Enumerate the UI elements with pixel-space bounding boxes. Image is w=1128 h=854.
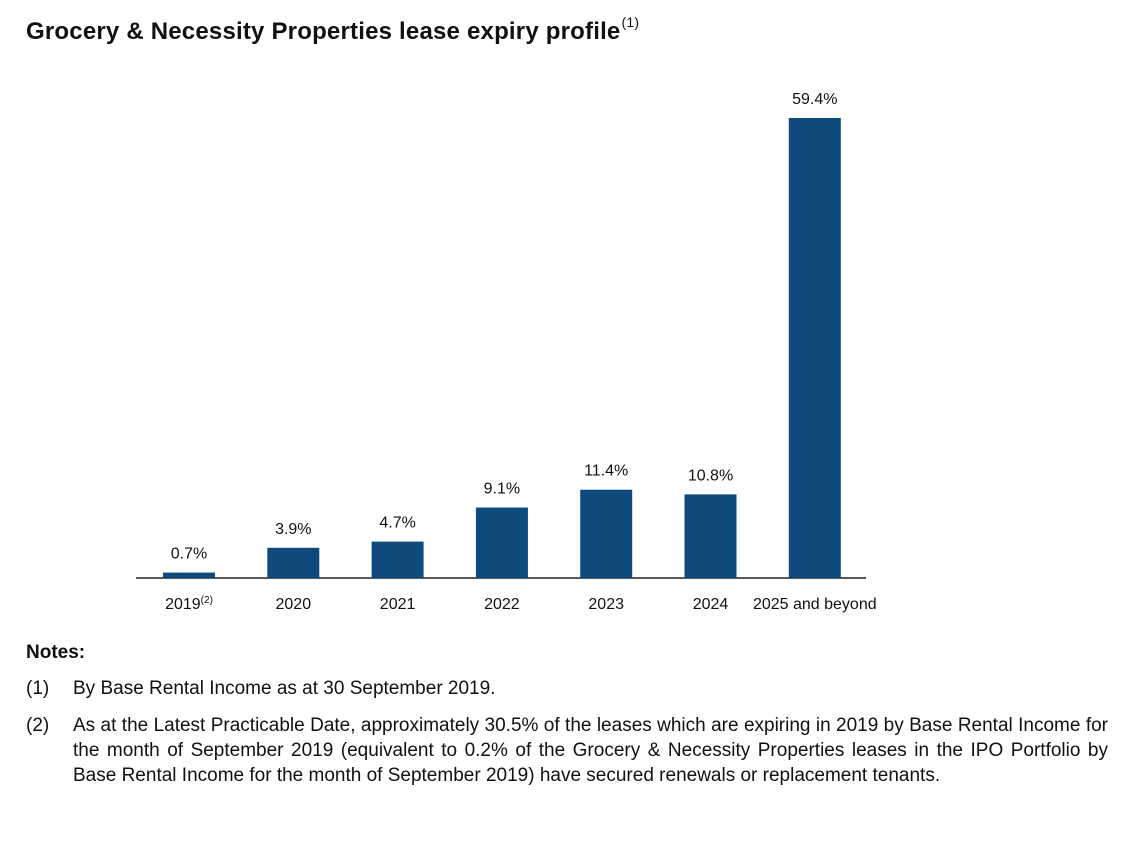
note-text: As at the Latest Practicable Date, appro… [73, 715, 1108, 786]
note-text: By Base Rental Income as at 30 September… [73, 678, 496, 699]
chart-title: Grocery & Necessity Properties lease exp… [26, 14, 639, 46]
bar [267, 547, 320, 578]
x-tick-label: 2025 and beyond [753, 596, 877, 613]
data-label: 0.7% [171, 546, 207, 563]
x-tick-label: 2024 [693, 596, 729, 613]
x-tick-label: 2023 [588, 596, 624, 613]
bar-chart: 0.7% 2019(2) 3.9% 2020 4.7% 2021 9.1% 2022 11.4%… [136, 91, 877, 613]
x-tick-label: 2020 [276, 596, 312, 613]
chart-title-text: Grocery & Necessity Properties lease exp… [26, 18, 621, 45]
x-tick-label: 2021 [380, 596, 416, 613]
note-item: (2) As at the Latest Practicable Date, a… [26, 713, 1108, 788]
notes-heading: Notes: [26, 642, 86, 663]
x-tick-footnote-ref: (2) [201, 595, 213, 606]
note-number: (2) [26, 715, 50, 736]
data-label: 4.7% [379, 515, 415, 532]
bar [163, 572, 215, 578]
note-item: (1) By Base Rental Income as at 30 Septe… [26, 676, 1108, 701]
bar [371, 541, 424, 578]
x-tick-label: 2022 [484, 596, 520, 613]
chart-title-footnote-ref: (1) [621, 14, 640, 30]
data-label: 59.4% [792, 91, 837, 108]
bar [788, 118, 841, 578]
note-number: (1) [26, 678, 50, 699]
data-label: 3.9% [275, 521, 311, 538]
notes-section: Notes: (1) By Base Rental Income as at 3… [26, 640, 1108, 800]
data-label: 9.1% [484, 481, 520, 498]
bar [684, 494, 737, 578]
x-tick-label: 2019(2) [165, 595, 213, 613]
bar [580, 489, 633, 578]
data-label: 10.8% [688, 467, 733, 484]
bar [475, 507, 528, 578]
data-label: 11.4% [584, 463, 628, 480]
